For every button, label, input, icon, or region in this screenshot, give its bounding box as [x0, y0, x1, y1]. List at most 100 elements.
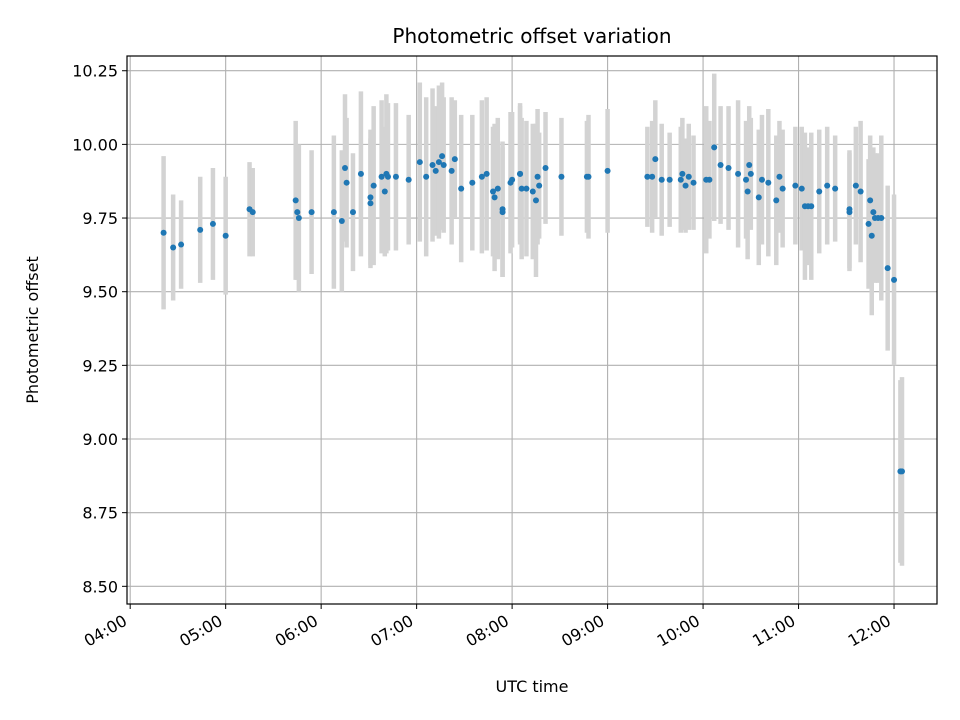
data-point	[370, 182, 377, 189]
data-point	[816, 188, 823, 195]
y-tick-label: 9.75	[82, 209, 118, 228]
data-point	[776, 173, 783, 180]
data-point	[423, 173, 430, 180]
data-point	[685, 173, 692, 180]
data-point	[857, 188, 864, 195]
data-point	[747, 170, 754, 177]
data-point	[652, 156, 659, 163]
data-point	[392, 173, 399, 180]
data-point	[792, 182, 799, 189]
data-point	[666, 176, 673, 183]
data-point	[292, 197, 299, 204]
data-point	[342, 164, 349, 171]
data-point	[440, 162, 447, 169]
x-axis-label: UTC time	[496, 677, 569, 696]
data-point	[808, 203, 815, 210]
data-point	[743, 176, 750, 183]
data-point	[451, 156, 458, 163]
data-point	[534, 173, 541, 180]
data-point	[779, 185, 786, 192]
data-point	[518, 185, 525, 192]
data-point	[209, 220, 216, 227]
data-point	[717, 162, 724, 169]
data-point	[758, 176, 765, 183]
data-point	[735, 170, 742, 177]
data-point	[416, 159, 423, 166]
y-tick-label: 8.50	[82, 577, 118, 596]
data-point	[798, 185, 805, 192]
data-point	[330, 209, 337, 216]
data-point	[755, 194, 762, 201]
data-point	[529, 188, 536, 195]
data-point	[846, 206, 853, 213]
plot-frame	[126, 55, 938, 605]
data-point	[170, 244, 177, 251]
data-point	[483, 170, 490, 177]
data-point	[644, 173, 651, 180]
data-point	[384, 173, 391, 180]
data-point	[222, 232, 229, 239]
data-point	[868, 232, 875, 239]
data-point	[458, 185, 465, 192]
data-point	[178, 241, 185, 248]
data-point	[367, 194, 374, 201]
data-points	[160, 144, 905, 475]
data-point	[499, 209, 506, 216]
data-point	[435, 159, 442, 166]
data-point	[349, 209, 356, 216]
data-point	[744, 188, 751, 195]
data-point	[746, 162, 753, 169]
y-tick-label: 9.00	[82, 430, 118, 449]
data-point	[294, 209, 301, 216]
data-point	[160, 229, 167, 236]
data-point	[891, 276, 898, 283]
data-point	[898, 468, 905, 475]
data-point	[679, 170, 686, 177]
data-point	[870, 209, 877, 216]
y-tick-label: 8.75	[82, 504, 118, 523]
data-point	[852, 182, 859, 189]
data-point	[832, 185, 839, 192]
data-point	[523, 185, 530, 192]
data-point	[542, 164, 549, 171]
data-point	[884, 265, 891, 272]
data-point	[494, 185, 501, 192]
data-point	[532, 197, 539, 204]
y-tick-label: 10.00	[72, 135, 118, 154]
data-point	[429, 162, 436, 169]
data-point	[469, 179, 476, 186]
data-point	[711, 144, 718, 151]
data-point	[308, 209, 315, 216]
data-point	[490, 188, 497, 195]
data-point	[649, 173, 656, 180]
data-point	[558, 173, 565, 180]
data-point	[491, 194, 498, 201]
data-point	[765, 179, 772, 186]
data-point	[517, 170, 524, 177]
y-tick-label: 9.50	[82, 283, 118, 302]
chart-title: Photometric offset variation	[392, 24, 671, 48]
data-point	[343, 179, 350, 186]
data-point	[604, 167, 611, 174]
data-point	[878, 215, 885, 222]
data-point	[367, 200, 374, 207]
data-point	[439, 153, 446, 160]
data-point	[295, 215, 302, 222]
data-point	[658, 176, 665, 183]
data-point	[706, 176, 713, 183]
data-point	[478, 173, 485, 180]
data-point	[405, 176, 412, 183]
data-point	[773, 197, 780, 204]
data-point	[432, 167, 439, 174]
data-point	[682, 182, 689, 189]
data-point	[357, 170, 364, 177]
data-point	[585, 173, 592, 180]
data-point	[536, 182, 543, 189]
data-point	[381, 188, 388, 195]
data-point	[509, 176, 516, 183]
data-point	[448, 167, 455, 174]
data-point	[197, 226, 204, 233]
data-point	[725, 164, 732, 171]
data-point	[865, 220, 872, 227]
